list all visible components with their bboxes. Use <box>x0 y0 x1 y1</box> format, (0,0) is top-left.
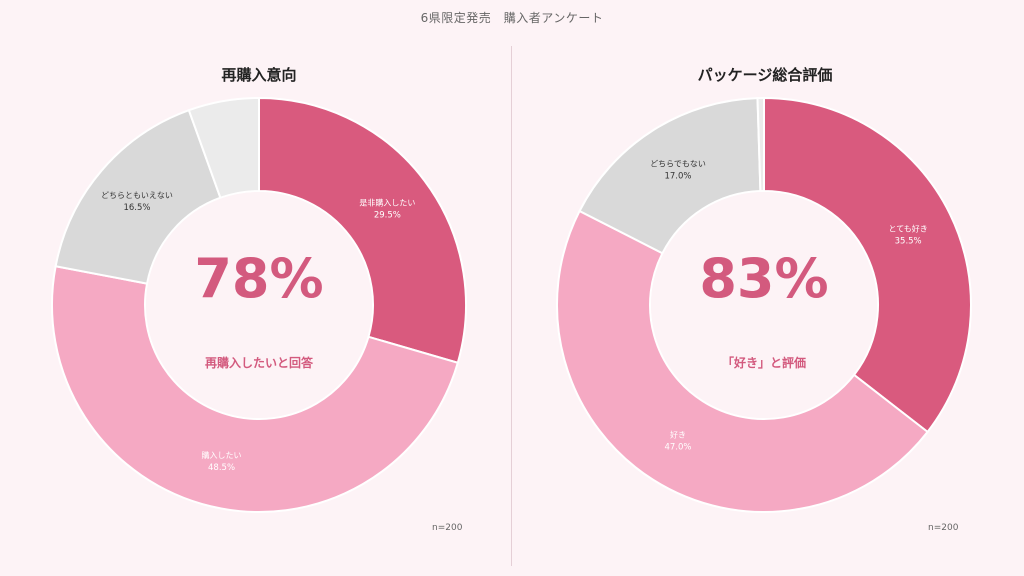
slice-label-1-0: とても好き <box>888 223 927 233</box>
slice-label-1-1: 好き <box>670 430 686 440</box>
donut-slice-1-1 <box>556 209 929 513</box>
sample-size-left: n=200 <box>432 523 463 533</box>
donut-chart-repurchase: 是非購入したい 29.5% 購入したい 48.5% どちらともいえない 16.5% 78% 再… <box>51 96 467 513</box>
sample-size-right: n=200 <box>928 523 959 533</box>
donut-slice-0-3 <box>187 96 260 200</box>
slice-label-0-0: 是非購入したい <box>359 198 415 208</box>
donut-slice-1-0 <box>763 96 972 434</box>
donut-chart-package: とても好き 35.5% 好き 47.0% どちらでもない 17.0% 83% 「好き」と評価 <box>556 96 972 513</box>
page-title: 6県限定発売 購入者アンケート <box>420 11 604 25</box>
donut-slice-0-0 <box>258 96 467 364</box>
chart-title-package: パッケージ総合評価 <box>697 66 833 84</box>
slice-value-0-1: 48.5% <box>208 463 235 473</box>
slice-label-0-2: どちらともいえない <box>101 191 173 200</box>
donut-hole-1 <box>651 192 877 418</box>
slice-label-1-2: どちらでもない <box>650 159 706 168</box>
donut-hole-0 <box>146 192 372 418</box>
slice-value-0-0: 29.5% <box>374 211 401 221</box>
donut-slice-1-3 <box>756 96 765 193</box>
slice-label-0-1: 購入したい <box>202 450 242 460</box>
donut-slice-0-1 <box>51 265 460 513</box>
center-value-1: 83% <box>699 247 828 310</box>
slice-value-1-2: 17.0% <box>664 171 691 181</box>
slice-value-1-1: 47.0% <box>664 443 691 453</box>
slice-value-0-2: 16.5% <box>123 203 150 213</box>
center-value-0: 78% <box>194 247 323 310</box>
donut-slice-1-2 <box>578 97 762 255</box>
slice-value-1-0: 35.5% <box>895 236 922 246</box>
chart-title-repurchase: 再購入意向 <box>221 66 297 84</box>
panel-divider <box>511 46 512 566</box>
center-caption-1: 「好き」と評価 <box>722 355 806 370</box>
center-caption-0: 再購入したいと回答 <box>205 355 314 370</box>
